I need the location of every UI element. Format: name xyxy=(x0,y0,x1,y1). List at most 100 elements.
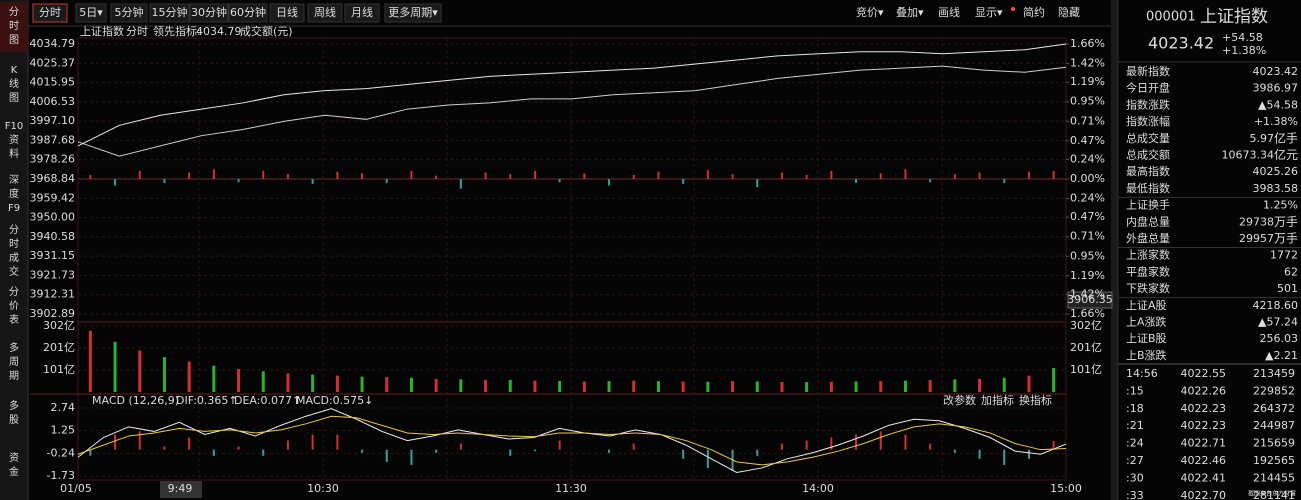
sidebar-label[interactable]: 价 xyxy=(9,300,19,312)
y-tick-label: 4015.95 xyxy=(30,76,76,89)
toolbar-label[interactable]: 竞价▾ xyxy=(856,5,884,19)
toolbar-button[interactable] xyxy=(110,3,148,23)
sidebar-label[interactable]: 股 xyxy=(9,414,19,426)
toolbar-button[interactable] xyxy=(149,3,190,23)
quote-label: 指数涨幅 xyxy=(1126,114,1170,128)
sidebar-label[interactable]: 深 xyxy=(9,174,19,186)
toolbar-label[interactable]: 分时 xyxy=(39,6,61,19)
breadth-bar xyxy=(188,172,191,179)
volume-bar xyxy=(903,380,907,392)
trade-price: 4022.26 xyxy=(1181,384,1227,397)
sidebar-label[interactable]: 表 xyxy=(9,313,19,326)
breadth-bar xyxy=(484,172,487,179)
toolbar-button[interactable] xyxy=(75,3,107,23)
volume-tick-label: 101亿 xyxy=(43,363,75,376)
macd-dea: DEA:0.077↑ xyxy=(234,394,301,407)
sidebar-label[interactable]: 分 xyxy=(9,224,19,236)
quote-label: 最新指数 xyxy=(1126,64,1170,78)
macd-bar xyxy=(138,431,141,450)
volume-bar xyxy=(582,381,586,392)
quote-value: 256.03 xyxy=(1260,332,1299,345)
toolbar-label[interactable]: 更多周期▾ xyxy=(388,5,438,19)
macd-bar xyxy=(1027,449,1030,459)
toolbar-label[interactable]: 画线 xyxy=(938,5,960,19)
sidebar-label[interactable]: K xyxy=(11,65,18,76)
trade-time: :30 xyxy=(1126,471,1144,484)
y2-tick-label: 1.19% xyxy=(1070,269,1105,282)
y-tick-label: 3997.10 xyxy=(30,114,76,127)
quote-value: ▲2.21 xyxy=(1265,349,1298,362)
sidebar-label[interactable]: 多 xyxy=(9,399,19,412)
toolbar-label[interactable]: 60分钟 xyxy=(230,5,266,19)
sidebar-label[interactable]: 交 xyxy=(9,265,19,278)
quote-unit: 亿元 xyxy=(1274,147,1298,162)
toolbar-label[interactable]: 周线 xyxy=(314,5,336,19)
toolbar-button[interactable] xyxy=(307,3,343,23)
toolbar-label[interactable]: 简约 xyxy=(1023,5,1045,19)
toolbar-button[interactable] xyxy=(228,3,268,23)
sidebar-label[interactable]: 时 xyxy=(9,20,19,32)
quote-label: 上A涨跌 xyxy=(1126,315,1167,329)
volume-bar xyxy=(879,381,883,392)
macd-button[interactable]: 加指标 xyxy=(981,393,1014,407)
sidebar-label[interactable]: 线 xyxy=(9,77,19,90)
sidebar-label[interactable]: 多 xyxy=(9,341,19,354)
toolbar-label[interactable]: 隐藏 xyxy=(1058,6,1080,19)
sidebar-label[interactable]: 图 xyxy=(9,92,19,104)
stock-change: +54.58 xyxy=(1222,31,1263,44)
sidebar-label[interactable]: 资 xyxy=(9,452,19,464)
sidebar-label[interactable]: F10 xyxy=(5,121,23,132)
y2-tick-label: 0.95% xyxy=(1070,249,1105,262)
breadth-bar xyxy=(706,170,709,179)
quote-label: 外盘总量 xyxy=(1126,231,1170,245)
volume-bar xyxy=(558,381,562,392)
sidebar-label[interactable]: 资 xyxy=(9,134,19,146)
volume-bar xyxy=(1002,377,1006,392)
quote-label: 平盘家数 xyxy=(1126,264,1170,278)
sidebar-label[interactable]: 周 xyxy=(9,356,19,368)
macd-bar xyxy=(336,434,339,450)
breadth-bar xyxy=(1003,179,1006,184)
macd-button[interactable]: 改参数 xyxy=(943,393,976,407)
breadth-bar xyxy=(756,179,759,188)
breadth-bar xyxy=(89,174,92,179)
toolbar-label[interactable]: 5日▾ xyxy=(79,6,103,19)
toolbar-label[interactable]: 30分钟 xyxy=(191,5,227,19)
trade-price: 4022.41 xyxy=(1181,471,1227,484)
breadth-bar xyxy=(533,170,536,179)
trade-price: 4022.23 xyxy=(1181,419,1227,432)
toolbar-label[interactable]: 显示▾ xyxy=(975,6,1003,19)
sidebar-label[interactable]: 分 xyxy=(9,6,19,18)
toolbar-button[interactable] xyxy=(344,3,380,23)
sidebar-label[interactable]: 金 xyxy=(9,465,19,478)
sidebar-label[interactable]: 期 xyxy=(9,370,19,382)
sidebar-label[interactable]: 度 xyxy=(9,187,19,200)
sidebar-label[interactable]: F9 xyxy=(8,203,20,214)
quote-value: 3986.97 xyxy=(1253,82,1299,95)
toolbar-label[interactable]: 15分钟 xyxy=(152,5,188,19)
toolbar-button[interactable] xyxy=(189,3,229,23)
sidebar-label[interactable]: 成 xyxy=(9,252,19,264)
toolbar-button[interactable] xyxy=(384,3,442,23)
stock-name: 上证指数 xyxy=(1200,7,1268,27)
macd-bar xyxy=(1003,449,1006,465)
breadth-bar xyxy=(385,179,388,184)
toolbar-label[interactable]: 5分钟 xyxy=(115,5,144,19)
sidebar-tab[interactable] xyxy=(0,2,28,52)
volume-bar xyxy=(237,369,241,392)
sidebar-label[interactable]: 料 xyxy=(9,147,19,160)
macd-bar xyxy=(953,449,956,453)
sidebar-label[interactable]: 分 xyxy=(9,286,19,298)
y2-tick-label: 0.47% xyxy=(1070,210,1105,223)
macd-bar xyxy=(978,449,981,459)
sidebar-label[interactable]: 图 xyxy=(9,34,19,46)
toolbar-button[interactable] xyxy=(269,3,305,23)
toolbar-label[interactable]: 日线 xyxy=(276,5,298,19)
macd-button[interactable]: 换指标 xyxy=(1019,393,1052,407)
chart-frame xyxy=(77,37,1067,481)
toolbar-label[interactable]: 月线 xyxy=(351,5,373,19)
toolbar-label[interactable]: 叠加▾ xyxy=(896,6,924,19)
sidebar-label[interactable]: 时 xyxy=(9,238,19,250)
toolbar-button[interactable] xyxy=(32,3,68,23)
quote-label: 上涨家数 xyxy=(1126,248,1170,262)
